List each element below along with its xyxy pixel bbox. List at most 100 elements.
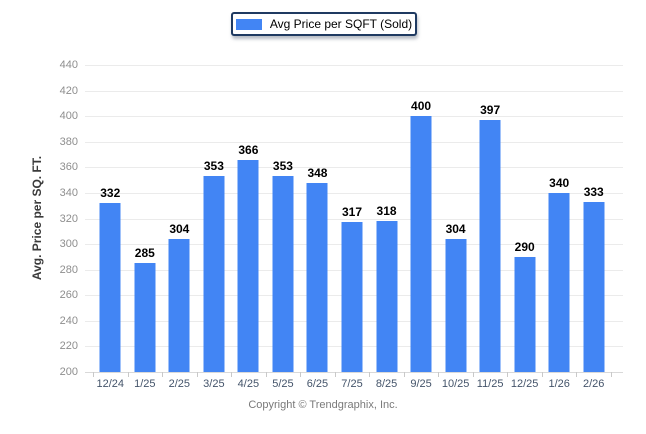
bar <box>583 201 605 372</box>
y-tick-label: 360 <box>59 161 78 174</box>
bar-value-label: 353 <box>203 159 224 174</box>
x-tick-label: 2/25 <box>168 378 191 390</box>
x-axis-tick <box>231 372 233 377</box>
bar-value-label: 332 <box>100 186 121 201</box>
x-axis-tick <box>162 372 164 377</box>
bar <box>203 176 225 372</box>
x-axis-tick <box>127 372 129 377</box>
x-axis-tick <box>472 372 474 377</box>
bar <box>134 263 156 372</box>
bar-value-label: 318 <box>376 204 397 219</box>
x-tick-label: 8/25 <box>375 378 398 390</box>
bar <box>341 222 363 372</box>
bar-value-label: 400 <box>411 99 432 114</box>
x-tick-label: 10/25 <box>441 378 470 390</box>
x-tick-label: 5/25 <box>272 378 294 390</box>
bar-column: 285 1/25 <box>128 65 163 390</box>
bar-value-label: 353 <box>272 159 293 174</box>
bar-column: 400 9/25 <box>404 65 439 390</box>
bar-column: 317 7/25 <box>335 65 370 390</box>
x-tick-label: 6/25 <box>306 378 329 390</box>
y-tick-label: 420 <box>59 84 78 97</box>
x-tick-label: 11/25 <box>476 378 504 390</box>
x-tick-label: 2/26 <box>583 378 605 390</box>
x-tick-label: 1/25 <box>134 378 156 390</box>
bar-value-label: 348 <box>307 165 328 180</box>
bar <box>168 238 190 372</box>
bar-value-label: 304 <box>169 221 190 236</box>
y-tick-label: 220 <box>59 340 78 353</box>
bar <box>548 192 570 372</box>
bar <box>445 238 467 372</box>
bar <box>376 221 398 372</box>
bar-value-label: 285 <box>134 246 155 261</box>
x-axis-tick <box>196 372 198 377</box>
y-tick-label: 260 <box>59 289 78 302</box>
bar-value-label: 317 <box>341 205 362 220</box>
bar-value-label: 333 <box>583 184 604 199</box>
x-axis-tick <box>265 372 267 377</box>
gridline <box>85 167 623 169</box>
x-axis-tick <box>611 372 612 377</box>
copyright-text: Copyright © Trendgraphix, Inc. <box>248 399 398 411</box>
bar-value-label: 366 <box>238 142 259 157</box>
bar <box>479 120 501 372</box>
y-tick-label: 200 <box>59 366 78 378</box>
bar-column: 353 3/25 <box>197 65 232 390</box>
y-tick-label: 300 <box>59 238 78 251</box>
x-tick-label: 7/25 <box>341 378 363 390</box>
legend: Avg Price per SQFT (Sold) <box>231 12 417 36</box>
bar <box>306 182 328 372</box>
bar-column: 304 2/25 <box>162 65 197 390</box>
bar <box>410 116 432 372</box>
plot-area: 332 12/24 285 1/25 304 2/25 353 3/25 366 4/25 353 5… <box>85 65 623 390</box>
bar <box>237 159 259 372</box>
y-tick-label: 340 <box>59 186 78 199</box>
y-tick-label: 400 <box>59 110 78 123</box>
x-tick-label: 3/25 <box>203 378 225 390</box>
bar-value-label: 290 <box>514 239 535 254</box>
bar-value-label: 304 <box>445 221 466 236</box>
bar-column: 340 1/26 <box>542 65 577 390</box>
bar <box>272 176 294 372</box>
bar-column: 304 10/25 <box>438 65 473 390</box>
gridline <box>85 65 623 66</box>
y-tick-label: 380 <box>59 135 78 148</box>
x-tick-label: 12/24 <box>96 378 125 390</box>
gridline <box>85 372 623 373</box>
legend-swatch-icon <box>235 18 262 30</box>
x-axis-tick <box>334 372 336 377</box>
x-tick-label: 1/26 <box>548 378 570 390</box>
x-axis-tick <box>369 372 371 377</box>
bar-column: 318 8/25 <box>369 65 404 390</box>
bar-column: 332 12/24 <box>93 65 128 390</box>
legend-label: Avg Price per SQFT (Sold) <box>269 17 413 31</box>
x-tick-label: 4/25 <box>237 378 260 390</box>
gridline <box>85 116 623 118</box>
bar <box>514 256 536 372</box>
x-tick-label: 9/25 <box>410 378 432 390</box>
bar-column: 290 12/25 <box>507 65 542 390</box>
bar-value-label: 397 <box>480 103 501 118</box>
y-tick-label: 280 <box>59 263 78 276</box>
bar <box>99 203 121 372</box>
x-axis-tick <box>93 372 94 377</box>
x-tick-label: 12/25 <box>510 378 539 390</box>
gridline <box>85 90 623 92</box>
gridline <box>85 192 623 194</box>
x-axis-tick <box>403 372 405 377</box>
bar-column: 333 2/26 <box>576 65 611 390</box>
bar-column: 348 6/25 <box>300 65 335 390</box>
y-tick-label: 320 <box>59 212 78 225</box>
gridline <box>85 218 623 220</box>
bar-value-label: 340 <box>549 175 570 190</box>
x-axis-tick <box>576 372 578 377</box>
bar-column: 366 4/25 <box>231 65 266 390</box>
x-axis-tick <box>438 372 440 377</box>
gridline <box>85 141 623 143</box>
x-axis-tick <box>541 372 543 377</box>
y-tick-label: 240 <box>59 314 78 327</box>
x-axis-tick <box>507 372 509 377</box>
y-tick-label: 440 <box>59 59 78 71</box>
